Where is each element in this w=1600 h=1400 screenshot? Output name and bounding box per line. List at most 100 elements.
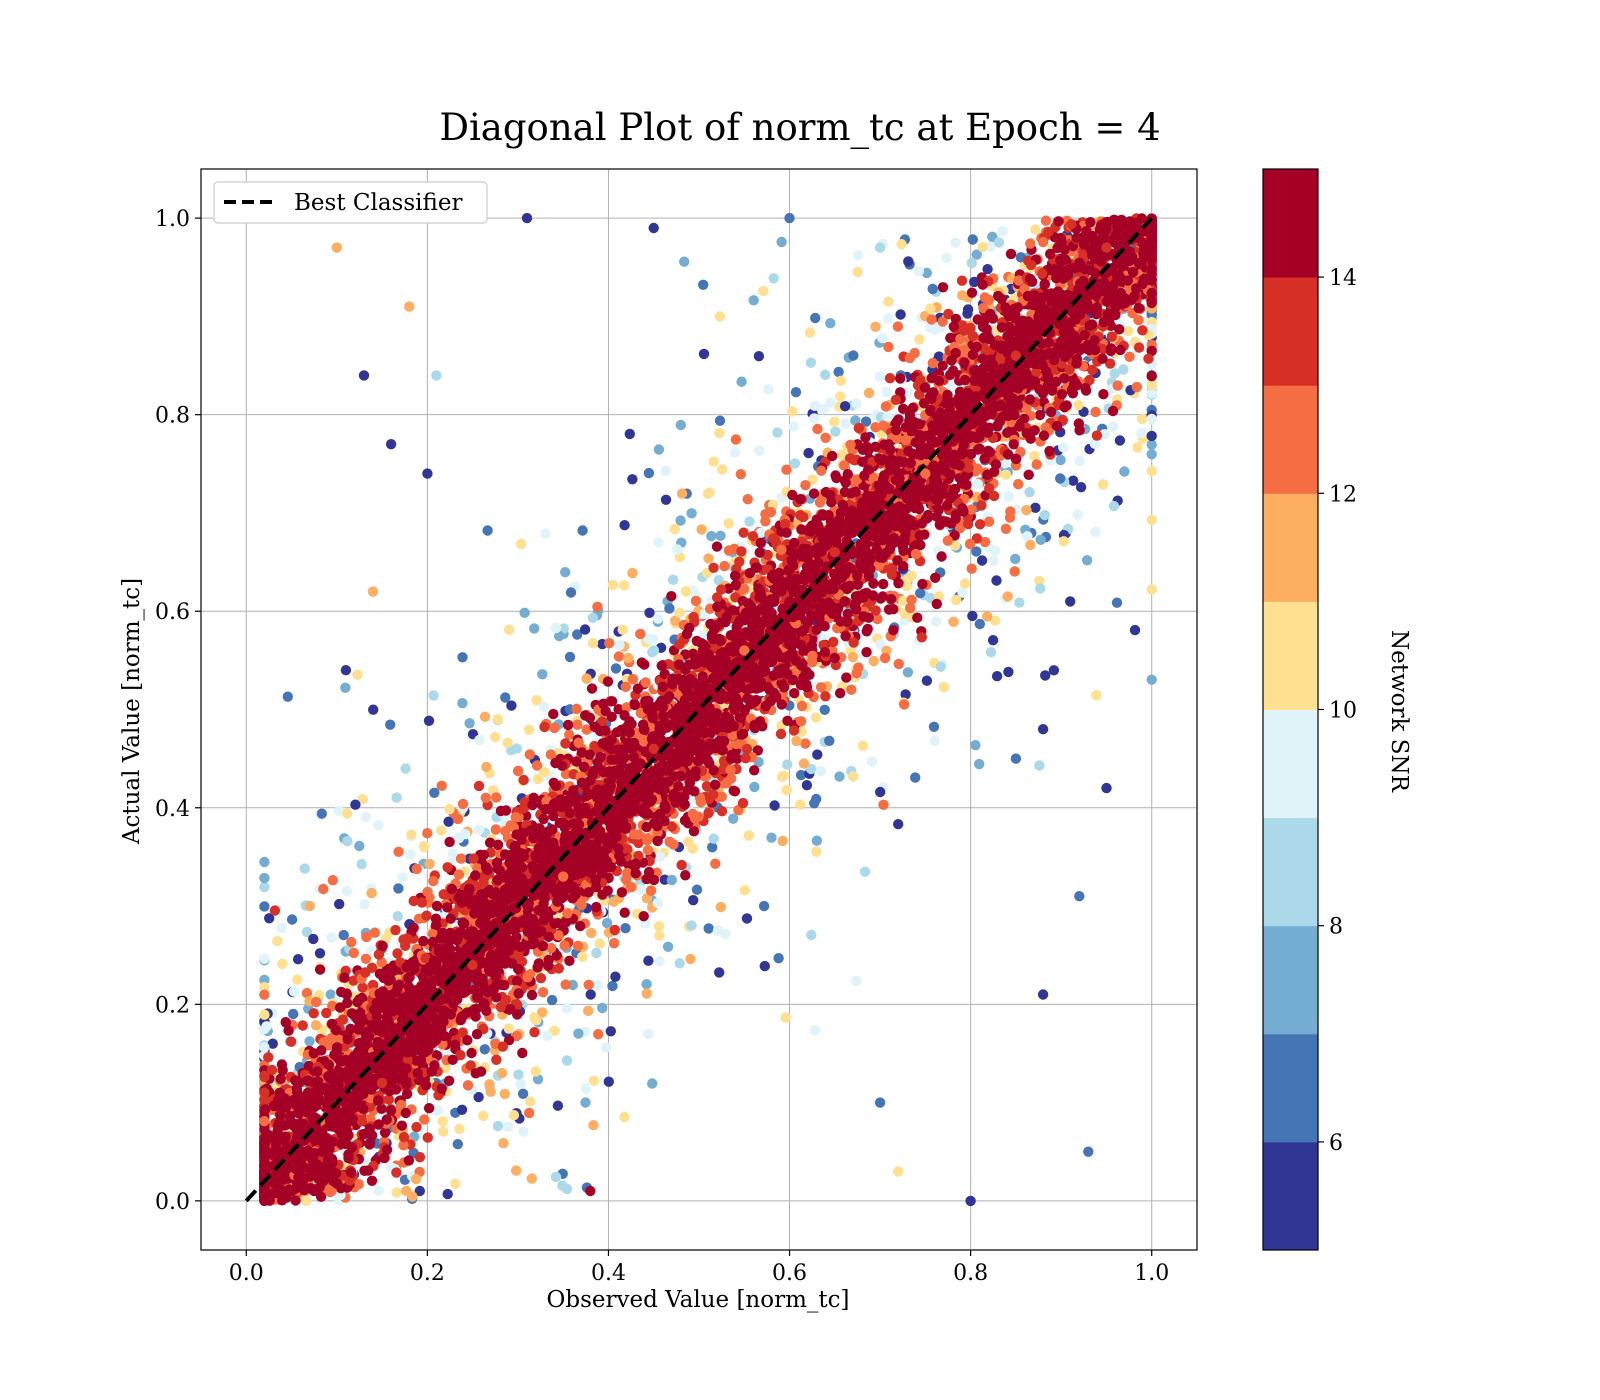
- data-point: [860, 432, 871, 443]
- data-point: [948, 616, 959, 627]
- data-point: [356, 859, 367, 870]
- data-point: [872, 613, 883, 625]
- data-point: [308, 1008, 319, 1019]
- data-point: [987, 635, 999, 646]
- data-point: [513, 1069, 524, 1080]
- scatter-points: [259, 212, 1157, 1207]
- data-point: [321, 1007, 332, 1019]
- data-point: [334, 898, 345, 910]
- data-point: [401, 1185, 412, 1197]
- data-point: [829, 416, 840, 427]
- data-point: [1023, 469, 1034, 480]
- data-point: [288, 1008, 299, 1020]
- data-point: [883, 341, 894, 353]
- data-point: [605, 1026, 616, 1037]
- data-point: [579, 624, 591, 635]
- data-point: [1055, 454, 1066, 466]
- data-point: [834, 771, 845, 782]
- data-point: [310, 1019, 322, 1031]
- data-point: [895, 309, 906, 320]
- data-point: [914, 334, 925, 345]
- data-point: [473, 780, 485, 792]
- data-point: [676, 859, 687, 871]
- data-point: [893, 658, 904, 670]
- data-point: [504, 624, 515, 635]
- data-point: [915, 588, 926, 599]
- data-point: [536, 1007, 548, 1018]
- data-point: [602, 676, 614, 687]
- data-point: [292, 954, 304, 965]
- data-point: [906, 570, 917, 581]
- data-point: [1146, 316, 1157, 328]
- data-point: [1058, 536, 1070, 547]
- data-point: [491, 792, 502, 803]
- data-point: [577, 951, 588, 962]
- data-point: [835, 375, 847, 386]
- data-point: [654, 851, 666, 862]
- data-point: [653, 921, 665, 932]
- data-point: [571, 703, 582, 715]
- data-point: [788, 725, 800, 736]
- data-point: [652, 897, 663, 909]
- data-point: [606, 696, 618, 707]
- data-point: [443, 816, 454, 827]
- data-point: [617, 624, 628, 635]
- data-point: [272, 935, 283, 947]
- data-point: [1081, 555, 1093, 566]
- data-point: [845, 439, 856, 450]
- data-point: [1098, 389, 1109, 400]
- data-point: [917, 578, 928, 590]
- data-point: [825, 318, 836, 329]
- data-point: [776, 771, 788, 782]
- data-point: [439, 1047, 451, 1058]
- data-point: [955, 333, 966, 345]
- data-point: [787, 489, 798, 501]
- data-point: [1111, 597, 1123, 608]
- data-point: [654, 930, 665, 941]
- data-point: [893, 819, 904, 830]
- data-point: [436, 780, 447, 791]
- data-point: [635, 628, 646, 640]
- data-point: [806, 929, 817, 941]
- data-point: [619, 1111, 630, 1123]
- data-point: [341, 885, 352, 897]
- data-point: [982, 611, 993, 622]
- data-point: [391, 1167, 402, 1178]
- data-point: [1005, 506, 1016, 517]
- data-point: [1108, 500, 1120, 512]
- data-point: [853, 662, 864, 673]
- data-point: [259, 1042, 270, 1053]
- data-point: [967, 234, 978, 245]
- data-point: [801, 780, 813, 791]
- data-point: [519, 607, 530, 618]
- data-point: [572, 940, 584, 952]
- data-point: [954, 523, 966, 534]
- data-point: [490, 731, 501, 743]
- data-point: [702, 488, 714, 499]
- data-point: [587, 638, 599, 649]
- data-point: [938, 681, 950, 693]
- data-point: [714, 427, 725, 439]
- data-point: [503, 1023, 514, 1034]
- data-point: [714, 415, 726, 426]
- data-point: [974, 758, 985, 770]
- data-point: [354, 840, 365, 852]
- data-point: [588, 1120, 599, 1131]
- data-point: [870, 321, 881, 332]
- data-point: [422, 886, 433, 898]
- data-point: [703, 808, 714, 819]
- data-point: [714, 967, 725, 978]
- data-point: [879, 652, 891, 664]
- data-point: [392, 911, 403, 922]
- data-point: [1055, 473, 1066, 484]
- data-point: [788, 421, 799, 432]
- data-point: [465, 1060, 476, 1071]
- data-point: [1146, 371, 1157, 382]
- data-point: [685, 953, 696, 965]
- data-point: [462, 1080, 474, 1091]
- data-point: [1048, 665, 1060, 676]
- data-point: [624, 428, 635, 440]
- data-point: [760, 516, 771, 527]
- data-point: [592, 980, 603, 991]
- data-point: [625, 882, 637, 893]
